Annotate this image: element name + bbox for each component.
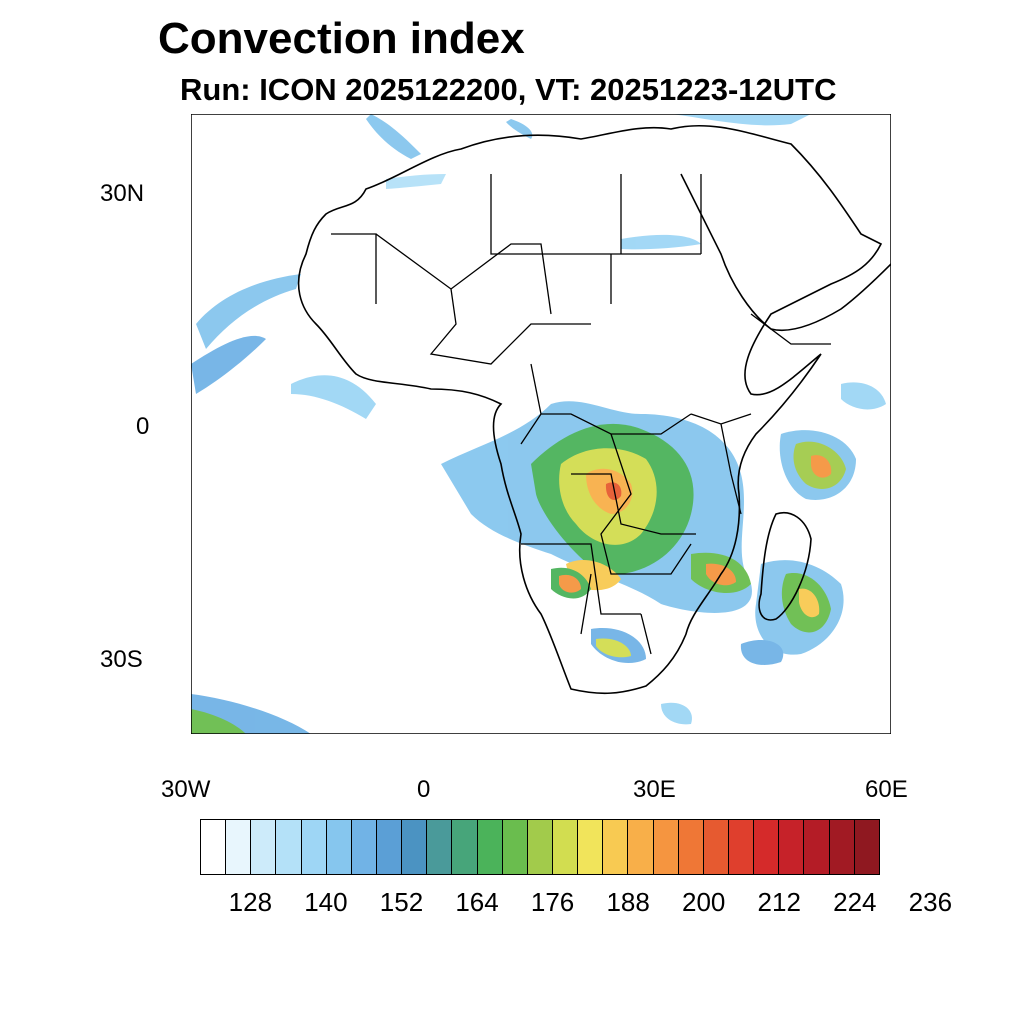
colorbar-swatch (779, 820, 805, 874)
colorbar-tick-label: 140 (304, 887, 348, 917)
run-valid-time-subtitle: Run: ICON 2025122200, VT: 20251223-12UTC (180, 72, 837, 107)
convection-map[interactable] (191, 114, 891, 734)
colorbar-swatch (376, 820, 403, 874)
colorbar-swatch (201, 820, 227, 874)
convection-field (191, 114, 886, 734)
colorbar-swatch (226, 820, 252, 874)
colorbar-swatch (402, 820, 428, 874)
colorbar-tick-label: 176 (530, 887, 575, 917)
colorbar-swatch (603, 820, 629, 874)
map-canvas (191, 114, 891, 734)
colorbar-swatch (502, 820, 528, 874)
colorbar-swatch (854, 820, 879, 874)
colorbar-swatch (326, 820, 352, 874)
lon-label-0: 0 (417, 776, 431, 803)
chart-title: Convection index (158, 14, 525, 63)
colorbar-swatch (276, 820, 302, 874)
colorbar (200, 819, 880, 875)
colorbar-swatch (678, 820, 704, 874)
colorbar-swatch (703, 820, 729, 874)
lon-label-60e: 60E (865, 776, 908, 803)
colorbar-swatch (754, 820, 780, 874)
colorbar-swatch (452, 820, 478, 874)
colorbar-tick-label: 236 (908, 887, 953, 917)
colorbar-tick-label: 188 (606, 887, 650, 917)
colorbar-swatch (427, 820, 453, 874)
colorbar-tick-label: 212 (757, 887, 801, 917)
colorbar-tick-label: 224 (833, 887, 877, 917)
colorbar-swatch (829, 820, 855, 874)
colorbar-tick-label: 164 (455, 887, 499, 917)
lat-label-30s: 30S (100, 646, 143, 673)
colorbar-tick-label: 128 (228, 887, 273, 917)
colorbar-swatch (527, 820, 553, 874)
lon-label-30e: 30E (633, 776, 676, 803)
colorbar-swatch (628, 820, 654, 874)
country-borders (331, 174, 831, 655)
lat-label-30n: 30N (100, 180, 145, 207)
colorbar-swatch (552, 820, 579, 874)
colorbar-swatch (804, 820, 830, 874)
lat-label-0: 0 (136, 413, 150, 440)
colorbar-tick-label: 152 (379, 887, 424, 917)
colorbar-swatch (251, 820, 277, 874)
colorbar-tick-label: 200 (682, 887, 726, 917)
colorbar-swatch (477, 820, 503, 874)
colorbar-swatch (728, 820, 755, 874)
colorbar-swatch (301, 820, 327, 874)
colorbar-swatch (653, 820, 679, 874)
colorbar-swatch (578, 820, 604, 874)
colorbar-swatch (351, 820, 377, 874)
lon-label-30w: 30W (161, 776, 211, 803)
